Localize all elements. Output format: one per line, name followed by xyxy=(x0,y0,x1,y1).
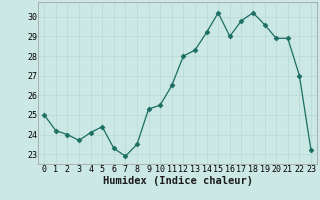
X-axis label: Humidex (Indice chaleur): Humidex (Indice chaleur) xyxy=(103,176,252,186)
